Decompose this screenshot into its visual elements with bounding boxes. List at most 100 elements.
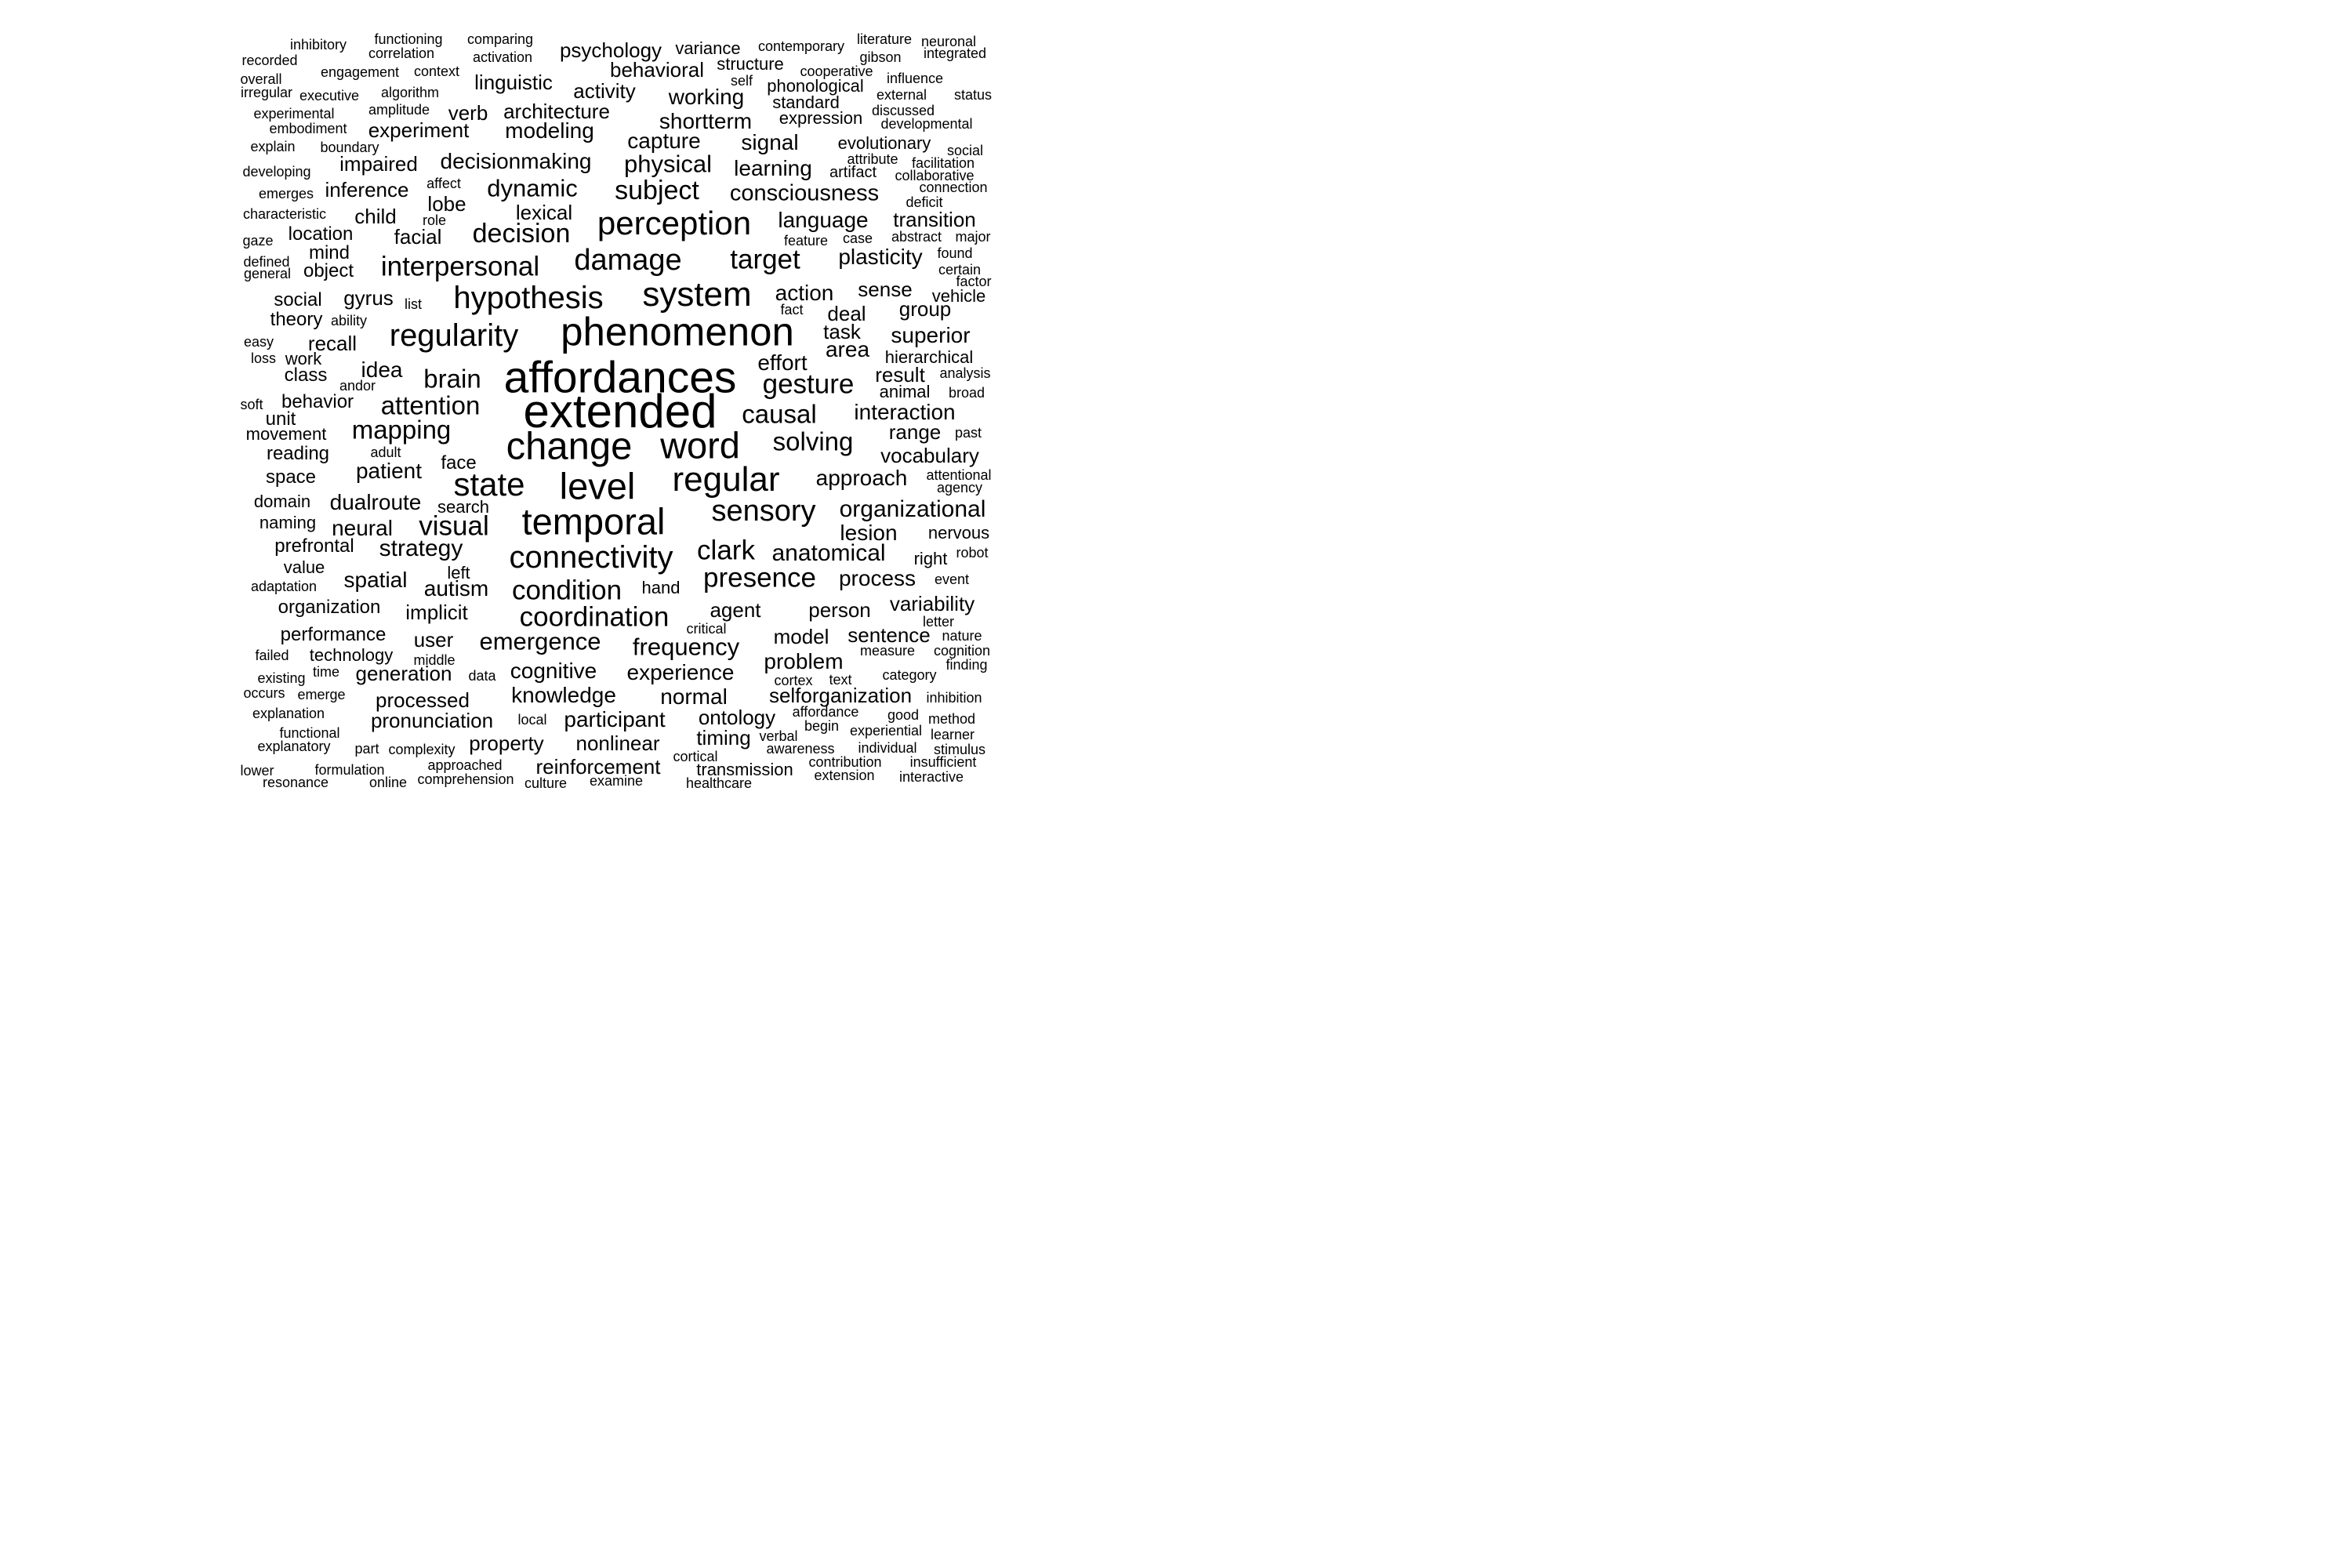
cloud-word: clark [697,535,755,566]
cloud-word: word [660,424,740,466]
cloud-word: developmental [880,116,973,132]
cloud-word: abstract [891,229,942,245]
cloud-word: sensory [711,495,816,528]
cloud-word: neural [332,516,393,540]
cloud-word: collaborative [895,168,975,183]
cloud-word: lexical [515,201,573,224]
cloud-word: standard [772,93,840,112]
cloud-word: hierarchical [884,347,974,367]
cloud-word: experience [626,660,735,684]
cloud-word: gibson [859,49,902,65]
cloud-word: existing [257,670,306,686]
cloud-word: organization [278,597,381,618]
cloud-word: language [778,208,869,232]
cloud-word: embodiment [269,121,347,136]
cloud-word: spatial [343,568,408,592]
cloud-word: agency [936,480,983,495]
cloud-word: culture [524,775,568,791]
cloud-word: fact [780,302,804,318]
cloud-word: hand [641,578,681,597]
cloud-word: andor [339,378,376,394]
cloud-word: explanatory [257,739,331,754]
cloud-word: verb [448,101,488,125]
cloud-word: individual [858,740,917,756]
cloud-word: brain [423,364,481,394]
cloud-word: loss [250,350,277,366]
cloud-word: agent [710,598,761,622]
cloud-word: healthcare [685,775,753,791]
cloud-word: ability [330,313,368,328]
cloud-word: range [888,420,942,444]
cloud-word: engagement [320,64,400,80]
cloud-word: cooperative [800,64,873,79]
cloud-word: cognitive [510,659,597,683]
cloud-word: dynamic [487,174,578,202]
cloud-word: generation [355,662,452,685]
cloud-word: begin [804,718,840,734]
cloud-word: good [887,707,920,723]
cloud-word: stimulus [933,742,986,757]
cloud-word: external [876,87,927,103]
cloud-word: reinforcement [535,755,661,779]
cloud-word: emerges [258,186,314,201]
cloud-word: event [934,572,970,587]
cloud-word: affordances [503,352,737,403]
cloud-word: signal [741,130,799,154]
cloud-word: factor [956,274,992,289]
cloud-word: social [274,289,322,310]
cloud-word: connectivity [509,540,673,575]
cloud-word: variability [889,592,975,615]
cloud-word: architecture [503,100,610,123]
cloud-word: person [808,598,871,622]
cloud-word: result [875,363,925,387]
cloud-word: decisionmaking [440,149,592,173]
cloud-word: defined [243,254,290,270]
cloud-word: system [642,275,752,314]
cloud-word: target [730,244,800,275]
cloud-word: explain [250,139,296,154]
cloud-word: contribution [808,754,882,770]
cloud-word: facilitation [911,155,975,171]
cloud-word: verbal [759,728,798,744]
cloud-word: anatomical [771,540,886,566]
cloud-word: sense [858,278,913,301]
cloud-word: animal [879,382,931,401]
cloud-word: emergence [479,627,601,655]
cloud-word: action [775,281,834,305]
cloud-word: irregular [240,85,293,100]
cloud-word: method [927,711,976,727]
cloud-word: expression [779,108,863,128]
cloud-word: list [405,296,422,312]
cloud-word: left [447,563,470,583]
cloud-word: functioning [374,31,443,47]
cloud-word: physical [624,150,712,178]
cloud-word: task [823,320,861,343]
cloud-word: overall [240,71,282,87]
cloud-word: easy [243,334,274,350]
cloud-word: causal [742,399,817,429]
cloud-word: participant [564,707,666,731]
cloud-word: problem [764,649,844,673]
cloud-word: autism [423,576,489,601]
cloud-word: formulation [314,762,385,778]
cloud-word: developing [242,164,311,180]
cloud-word: perception [597,205,752,241]
cloud-word: experiment [368,118,470,142]
cloud-word: processed [376,688,470,712]
cloud-word: process [838,566,916,590]
cloud-word: past [954,425,982,441]
cloud-word: functional [279,725,340,741]
cloud-word: experiential [849,723,923,739]
cloud-word: search [437,497,490,517]
cloud-word: influence [886,71,944,86]
cloud-word: comparing [466,31,534,47]
cloud-word: regular [672,460,780,499]
cloud-word: effort [757,350,808,375]
cloud-word: organizational [839,496,986,522]
cloud-word: interpersonal [380,251,540,282]
cloud-word: amplitude [368,102,430,118]
cloud-word: role [422,212,447,228]
cloud-word: superior [891,323,971,347]
cloud-word: gaze [242,233,274,249]
cloud-word: case [842,230,873,246]
